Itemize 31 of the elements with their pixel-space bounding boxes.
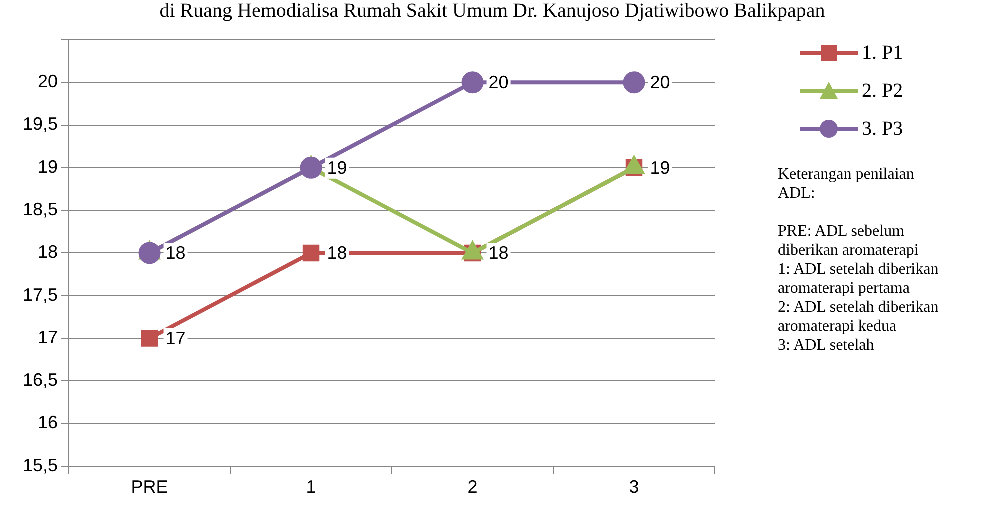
text: 1: ADL setelah diberikan aromaterapi pertama (778, 260, 940, 298)
x-tick-label: 2 (468, 477, 478, 498)
x-tick-label: 3 (629, 477, 640, 498)
y-tick-label: 17,5 (22, 284, 58, 305)
data-label: 19 (650, 158, 670, 178)
chart-title: di Ruang Hemodialisa Rumah Sakit Umum Dr. Kanujoso Djatiwibowo Balikpapan (158, 0, 826, 22)
legend-label: 3. P3 (862, 118, 904, 140)
data-label: 18 (488, 243, 509, 264)
text: 2: ADL setelah diberikan aromaterapi kedua (778, 298, 940, 336)
y-tick-label: 18,5 (22, 200, 58, 220)
y-tick-label: 16 (38, 412, 58, 433)
legend-label: 2. P2 (862, 80, 904, 102)
x-tick-label: PRE (131, 477, 168, 498)
y-tick-label: 16,5 (22, 370, 58, 390)
y-tick-label: 19,5 (22, 114, 58, 134)
data-label: 17 (166, 328, 186, 348)
y-tick-label: 20 (38, 72, 58, 92)
x-tick-label: 1 (306, 477, 316, 498)
text: Keterangan penilaian ADL: (778, 165, 916, 203)
data-label: 18 (166, 243, 186, 264)
data-label: 20 (650, 72, 670, 93)
data-label: 18 (327, 243, 348, 264)
data-label: 19 (327, 158, 348, 178)
legend-label: 1. P1 (862, 42, 904, 64)
y-tick-label: 17 (38, 327, 58, 348)
text: PRE: ADL sebelum diberikan aromaterapi (778, 222, 920, 260)
y-tick-label: 15,5 (22, 455, 58, 476)
y-tick-label: 19 (38, 156, 58, 177)
y-tick-label: 18 (38, 242, 58, 262)
text: 3: ADL setelah (778, 336, 876, 355)
data-label: 20 (488, 72, 509, 93)
